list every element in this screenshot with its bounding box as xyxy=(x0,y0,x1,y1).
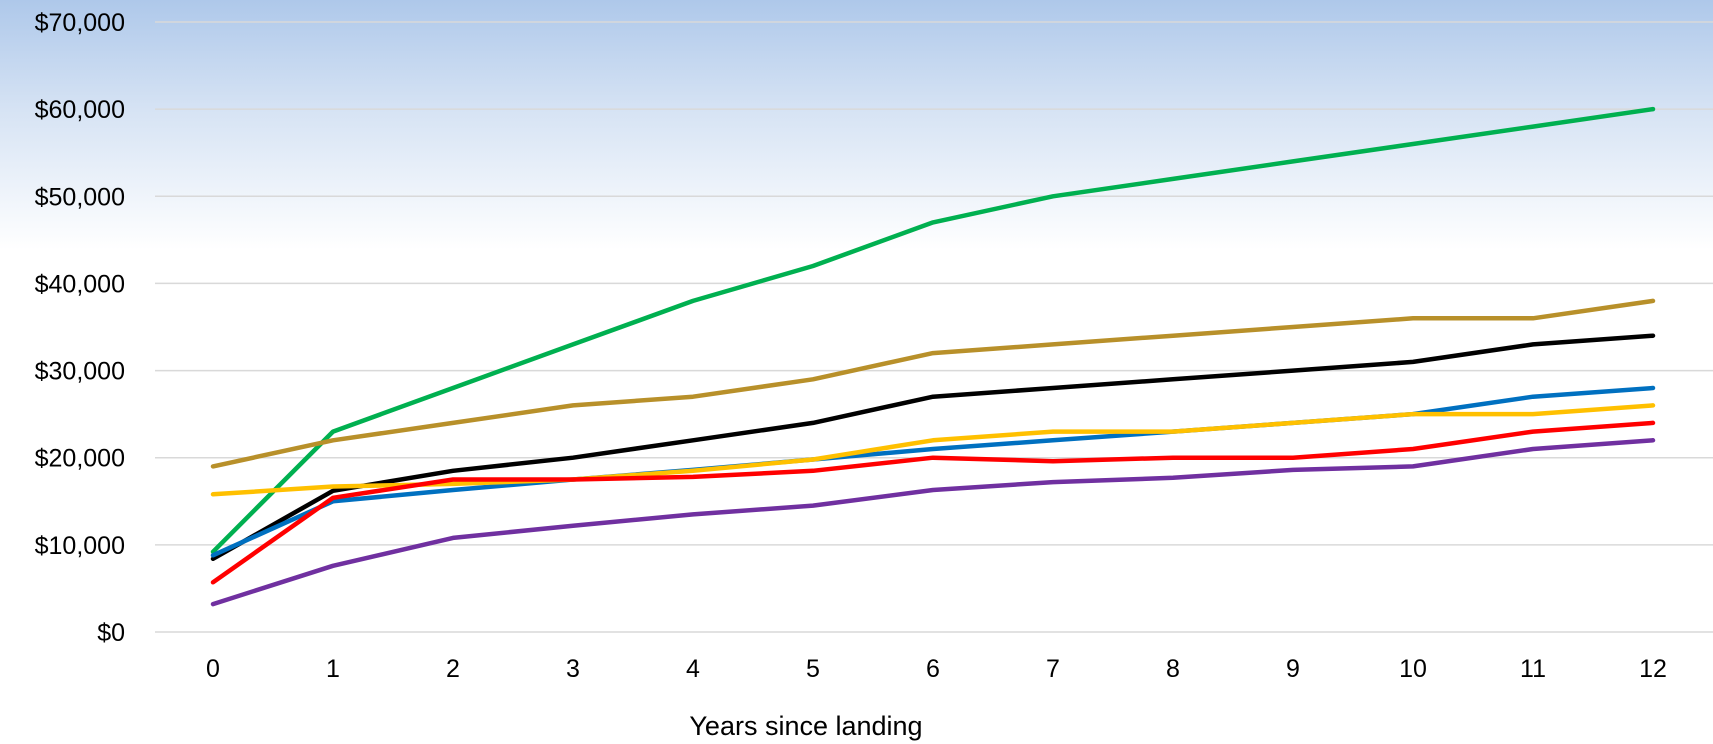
x-tick-label: 0 xyxy=(206,655,220,683)
x-tick-label: 5 xyxy=(806,655,820,683)
x-tick-label: 1 xyxy=(326,655,340,683)
x-axis-title: Years since landing xyxy=(689,711,922,741)
series-line xyxy=(210,438,1656,607)
y-tick-label: $30,000 xyxy=(35,358,125,386)
y-tick-label: $50,000 xyxy=(35,183,125,211)
y-tick-label: $40,000 xyxy=(35,270,125,298)
series-line xyxy=(210,403,1656,497)
x-tick-label: 3 xyxy=(566,655,580,683)
x-tick-label: 10 xyxy=(1399,655,1427,683)
x-tick-label: 7 xyxy=(1046,655,1060,683)
y-axis-tick-labels: $0 $10,000 $20,000 $30,000 $40,000 $50,000 $60… xyxy=(35,9,125,647)
x-tick-label: 8 xyxy=(1166,655,1180,683)
x-tick-label: 12 xyxy=(1639,655,1667,683)
y-tick-label: $10,000 xyxy=(35,532,125,560)
x-tick-label: 2 xyxy=(446,655,460,683)
x-tick-label: 4 xyxy=(686,655,700,683)
x-tick-label: 11 xyxy=(1520,655,1546,683)
y-tick-label: $60,000 xyxy=(35,96,125,124)
x-tick-label: 9 xyxy=(1286,655,1300,683)
x-axis-tick-labels: 0 1 2 3 4 5 6 7 8 9 10 11 12 xyxy=(206,655,1667,683)
y-tick-label: $70,000 xyxy=(35,9,125,37)
y-tick-label: $20,000 xyxy=(35,445,125,473)
series-lines xyxy=(210,106,1656,607)
series-line xyxy=(210,298,1656,469)
series-line xyxy=(210,420,1656,585)
series-line xyxy=(210,333,1656,562)
series-line xyxy=(210,106,1656,555)
y-tick-label: $0 xyxy=(97,619,125,647)
gridlines xyxy=(155,21,1713,633)
x-tick-label: 6 xyxy=(926,655,940,683)
